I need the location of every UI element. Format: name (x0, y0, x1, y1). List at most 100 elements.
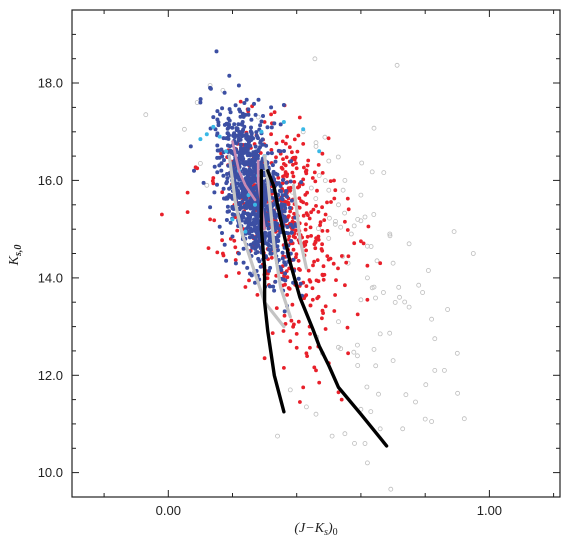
blue-filled-data-point (289, 230, 294, 235)
red-filled-data-point (215, 250, 220, 255)
gray-open-data-point (358, 297, 364, 303)
red-filled-data-point (323, 212, 328, 217)
blue-filled-data-point (278, 122, 283, 127)
x-axis-label-sub1: s (324, 527, 328, 538)
red-filled-data-point (206, 246, 211, 251)
red-filled-data-point (307, 216, 312, 221)
blue-filled-data-point (244, 179, 249, 184)
gray-open-data-point (348, 231, 354, 237)
blue-filled-data-point (243, 167, 248, 172)
red-filled-data-point (320, 205, 324, 210)
red-filled-data-point (328, 179, 333, 184)
blue-filled-data-point (243, 220, 248, 225)
blue-filled-data-point (227, 107, 232, 112)
red-filled-data-point (315, 296, 320, 301)
black-line-9 (259, 169, 286, 414)
blue-filled-data-point (256, 97, 261, 102)
red-filled-data-point (283, 170, 288, 174)
blue-filled-data-point (283, 271, 288, 276)
blue-filled-data-point (283, 278, 288, 283)
gray-open-data-point (316, 173, 322, 179)
blue-filled-data-point (247, 167, 252, 172)
blue-filled-data-point (225, 172, 229, 176)
blue-filled-data-point (244, 176, 248, 181)
red-filled-data-point (283, 282, 287, 287)
gray-open-data-point (406, 304, 412, 310)
red-filled-data-point (301, 213, 306, 218)
red-filled-data-point (282, 313, 287, 318)
cyan-filled-data-point (253, 202, 257, 207)
blue-filled-data-point (250, 157, 255, 162)
blue-filled-data-point (269, 251, 274, 256)
gray-open-data-point (396, 284, 402, 290)
red-filled-data-point (281, 329, 286, 333)
red-filled-data-point (287, 234, 291, 239)
blue-filled-data-point (273, 171, 278, 176)
blue-filled-data-point (278, 184, 283, 188)
red-filled-data-point (288, 339, 293, 344)
gray-open-data-point (336, 319, 341, 325)
cyan-filled-data-point (243, 229, 248, 234)
red-filled-data-point (334, 278, 338, 282)
blue-filled-data-point (228, 220, 233, 225)
red-filled-data-point (323, 304, 328, 309)
blue-filled-data-point (208, 205, 213, 210)
gray-open-data-point (429, 316, 435, 322)
gray-open-data-point (351, 223, 357, 229)
red-filled-data-point (361, 241, 366, 246)
blue-filled-data-point (245, 200, 250, 204)
x-axis-label-main: (J−K (294, 521, 324, 536)
blue-filled-data-point (285, 225, 290, 229)
gray-open-data-point (338, 346, 344, 352)
blue-filled-data-point (215, 143, 220, 148)
red-filled-data-point (303, 169, 308, 174)
blue-filled-data-point (253, 280, 257, 285)
blue-filled-data-point (298, 281, 303, 286)
red-filled-data-point (301, 385, 306, 390)
red-filled-data-point (308, 303, 313, 308)
blue-filled-data-point (254, 130, 259, 135)
gray-open-data-point (369, 169, 375, 175)
red-filled-data-point (336, 266, 340, 271)
blue-filled-data-point (265, 223, 270, 228)
red-filled-data-point (224, 274, 229, 279)
blue-filled-data-point (251, 235, 255, 240)
blue-filled-data-point (248, 214, 253, 219)
blue-filled-data-point (255, 241, 260, 246)
red-filled-data-point (296, 258, 301, 263)
blue-filled-data-point (240, 213, 245, 218)
blue-filled-data-point (239, 157, 244, 162)
blue-filled-data-point (264, 143, 269, 148)
red-filled-data-point (346, 254, 351, 259)
blue-filled-data-point (227, 209, 231, 214)
red-filled-data-point (272, 110, 277, 115)
gray-line-6 (291, 183, 308, 270)
gray-open-data-point (336, 202, 341, 208)
gray-open-data-point (461, 416, 467, 422)
red-filled-data-point (305, 234, 310, 239)
blue-filled-data-point (215, 109, 220, 114)
gray-open-data-point (373, 295, 378, 301)
blue-filled-data-point (242, 101, 247, 105)
gray-open-data-point (351, 349, 357, 355)
red-filled-data-point (318, 223, 322, 228)
blue-filled-data-point (224, 258, 229, 263)
gray-open-data-point (403, 392, 409, 398)
blue-filled-data-point (233, 261, 238, 266)
gray-open-data-point (342, 177, 348, 183)
blue-filled-data-point (289, 239, 294, 243)
red-filled-data-point (269, 255, 274, 260)
blue-filled-data-point (219, 168, 224, 173)
gray-open-data-point (332, 221, 338, 227)
blue-filled-data-point (217, 148, 222, 153)
red-filled-data-point (235, 228, 240, 233)
blue-filled-data-point (299, 180, 304, 185)
blue-filled-data-point (219, 161, 224, 166)
gray-open-data-point (387, 231, 393, 237)
blue-filled-data-point (254, 133, 259, 138)
blue-filled-data-point (230, 234, 235, 239)
gray-open-data-point (441, 367, 447, 373)
red-filled-data-point (295, 149, 300, 154)
red-filled-data-point (296, 133, 301, 138)
red-filled-data-point (328, 256, 333, 261)
